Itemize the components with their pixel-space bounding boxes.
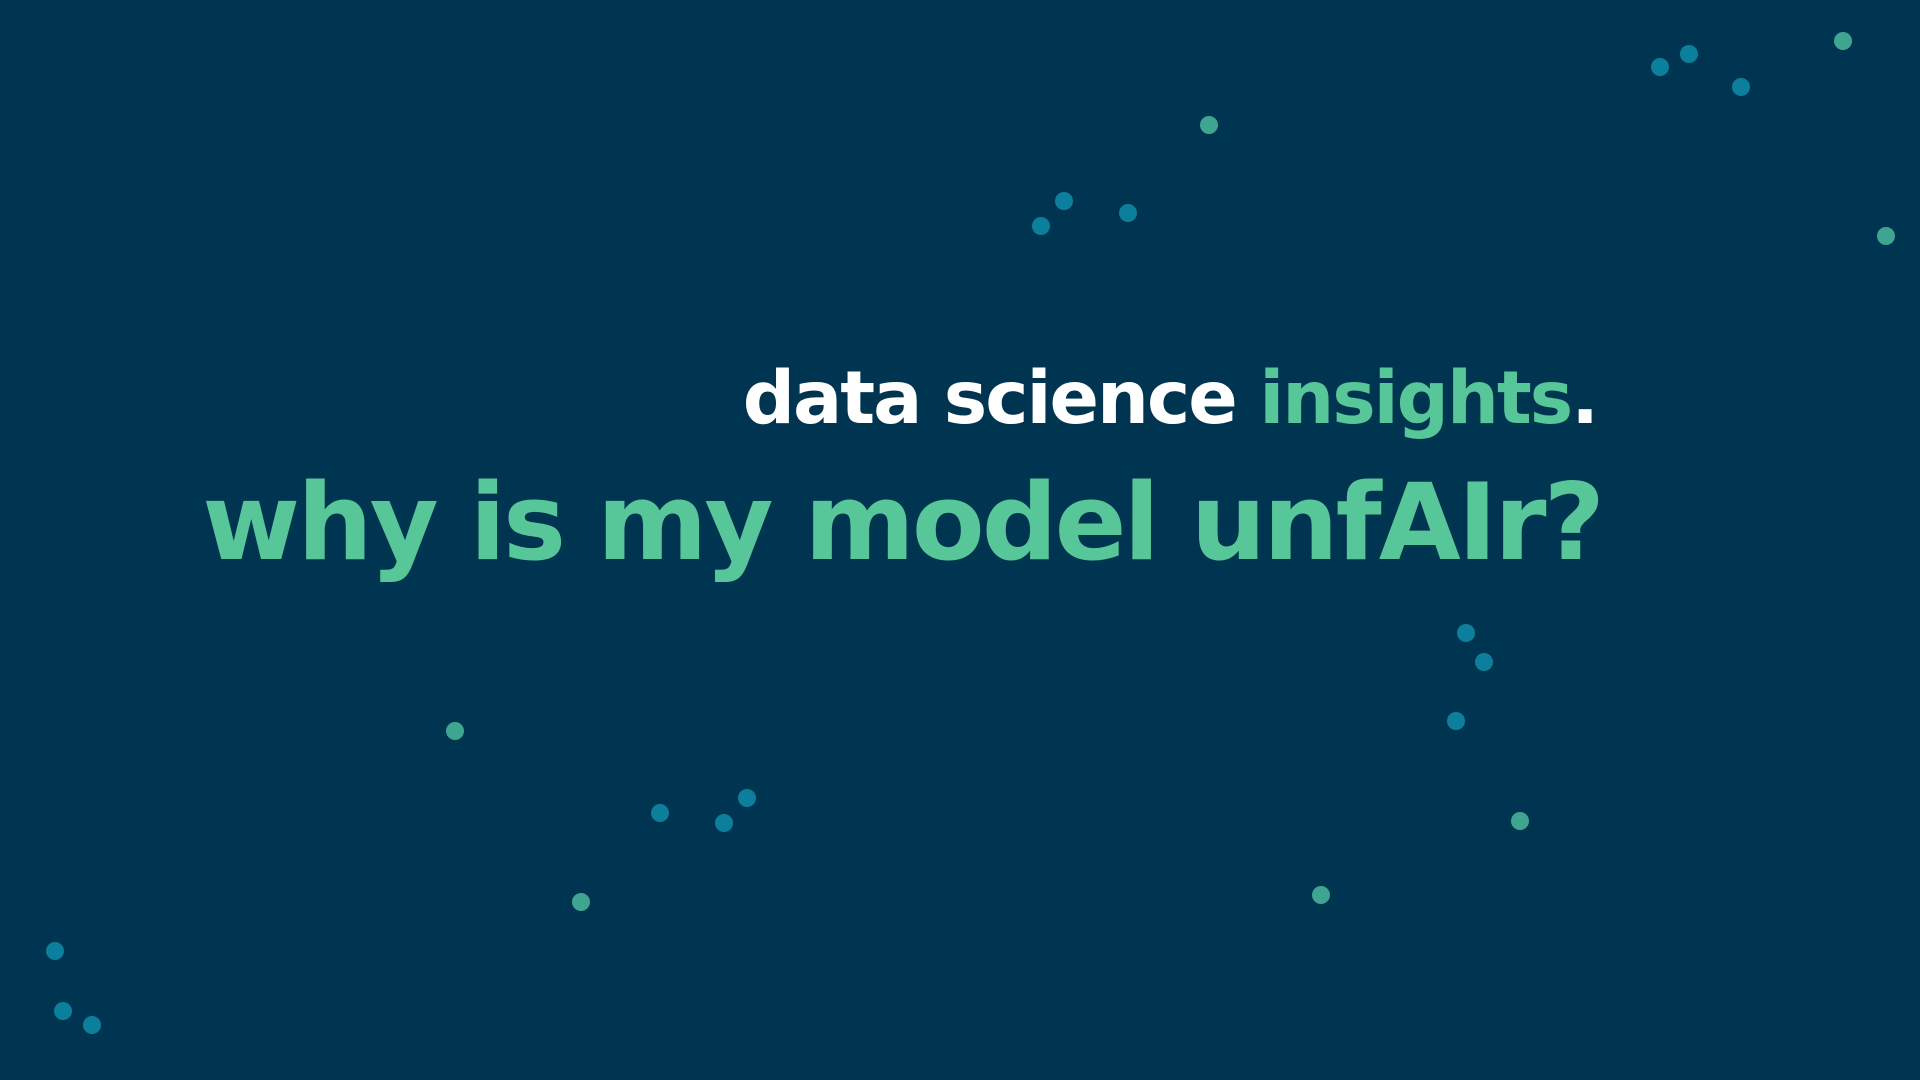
decorative-dot <box>1119 204 1137 222</box>
kicker-text-white: data science <box>742 356 1260 441</box>
decorative-dot <box>715 814 733 832</box>
decorative-dot <box>1651 58 1669 76</box>
kicker-heading: data science insights. <box>743 362 1599 435</box>
decorative-dot <box>1475 653 1493 671</box>
decorative-dot <box>1457 624 1475 642</box>
decorative-dot <box>1680 45 1698 63</box>
kicker-period: . <box>1571 356 1599 441</box>
decorative-dot <box>572 893 590 911</box>
decorative-dot <box>1877 227 1895 245</box>
decorative-dot <box>1312 886 1330 904</box>
decorative-dot <box>1447 712 1465 730</box>
decorative-dot <box>1032 217 1050 235</box>
decorative-dot <box>1732 78 1750 96</box>
kicker-text-green: insights <box>1259 356 1573 441</box>
decorative-dot <box>446 722 464 740</box>
slide-title: why is my model unfAIr? <box>202 461 1605 584</box>
decorative-dot <box>1834 32 1852 50</box>
decorative-dot <box>1511 812 1529 830</box>
decorative-dot <box>46 942 64 960</box>
decorative-dot <box>54 1002 72 1020</box>
decorative-dot <box>738 789 756 807</box>
decorative-dot <box>1055 192 1073 210</box>
decorative-dot <box>651 804 669 822</box>
decorative-dot <box>1200 116 1218 134</box>
decorative-dot <box>83 1016 101 1034</box>
